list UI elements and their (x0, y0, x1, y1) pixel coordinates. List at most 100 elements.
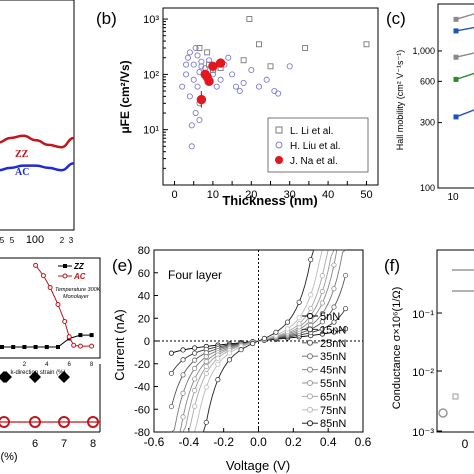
panel-e-x-tick-label: 0.0 (250, 435, 267, 449)
panel-e-legend-label: 25nN (320, 338, 346, 350)
panel-b-y-tick-label: 10³ (143, 14, 159, 26)
panel-e-x-tick-label: -0.2 (213, 435, 234, 449)
panel-b-point-li (302, 45, 309, 51)
panel-b-point-liu (248, 66, 255, 74)
panel-d-x-tick-label: 6 (68, 362, 72, 368)
panel-d-point-ac (77, 343, 83, 349)
panel-e-legend-marker (307, 353, 313, 360)
panel-c-y-axis-label: Hall mobility (cm² V⁻¹s⁻¹) (395, 50, 405, 151)
panel-e-point (331, 329, 337, 335)
panel-d-legend-marker-ac (62, 273, 68, 279)
panel-b-x-tick-label: 20 (245, 189, 257, 201)
panel-e-legend-marker (307, 313, 313, 319)
panel-b-point-li (196, 45, 203, 51)
panel-b-point-liu (236, 87, 243, 95)
panel-e-point (296, 315, 302, 321)
panel-f-frame (436, 249, 474, 433)
panel-a: ZZ AC 5 5 100 2 3 (0, 0, 75, 246)
panel-b-legend-marker (275, 126, 283, 134)
panel-d-annotation-2: Monolayer (63, 294, 90, 300)
panel-f-label: (f) (384, 256, 400, 275)
panel-a-x-tick: 2 (60, 236, 65, 245)
panel-b-point-liu (186, 93, 193, 100)
panel-e-legend-marker (307, 406, 313, 413)
panel-e-point (203, 358, 209, 364)
panel-f-x-tick-label: 0 (462, 437, 469, 451)
panel-b-point-liu (198, 63, 205, 70)
panel-e-point (180, 372, 186, 378)
panel-b-x-tick-label: 40 (322, 189, 334, 201)
panel-f-point (452, 393, 459, 400)
panel-b-point-liu (196, 116, 203, 123)
panel-e-point (250, 341, 256, 347)
panel-d-legend-zz: ZZ (73, 262, 85, 271)
panel-b-point-li (363, 41, 370, 48)
panel-e-x-tick-label: 0.2 (285, 435, 302, 449)
panel-e-x-tick-label: 0.4 (320, 435, 337, 449)
panel-b-legend-label: L. Li et al. (290, 126, 333, 137)
panel-d-point-zz (0, 345, 4, 349)
panel-e-y-tick-label: -60 (134, 404, 150, 416)
panel-e-point (168, 350, 174, 356)
panel-e-point (192, 365, 198, 372)
panel-b-legend-marker (275, 156, 283, 164)
panel-e-point (343, 306, 349, 312)
panel-b-point-liu (255, 83, 263, 90)
panel-d-point-ac (40, 273, 46, 279)
panel-e-point (296, 321, 302, 327)
panel-d-point-zz (56, 345, 60, 349)
panel-a-x-tick: 100 (26, 234, 44, 246)
panel-e-point (284, 319, 291, 325)
panel-e-x-tick-label: -0.4 (178, 435, 199, 449)
panel-b-label: (b) (96, 9, 117, 28)
panel-e-legend-marker (307, 326, 313, 333)
panel-b-point-liu (192, 109, 199, 117)
panel-d-lower-marker-diamond (29, 371, 41, 383)
panel-e-title: Four layer (168, 268, 222, 282)
panel-e-legend-marker (307, 366, 313, 373)
panel-e-point (192, 350, 198, 356)
panel-e-legend-marker (307, 393, 313, 400)
panel-d-lower-x-tick-label: 6 (32, 438, 38, 450)
panel-d-point-ac (55, 302, 61, 307)
panel-e-point (331, 262, 337, 268)
panel-e-point (319, 319, 325, 325)
panel-e-point (331, 319, 337, 325)
panel-d-point-ac (33, 262, 39, 268)
panel-b-x-axis-label: Thickness (nm) (222, 193, 317, 208)
panel-e-point (192, 376, 198, 382)
panel-b: 0 10 20 30 40 50 10¹ 10² 10³ Thickness (nm) μFE (c… (118, 7, 379, 208)
panel-b-point-liu (263, 76, 270, 83)
panel-b-y-tick-label: 10¹ (143, 125, 159, 137)
panel-d-annotation-1: Temperature 300K (55, 287, 101, 293)
panel-e-legend-marker (307, 420, 313, 427)
panel-e-point (180, 414, 186, 420)
panel-c: 1,000 600 300 100 10 Hall mobility (cm² V⁻¹s⁻… (395, 3, 474, 203)
panel-e-point (343, 272, 349, 278)
panel-e-point (203, 371, 209, 377)
panel-b-x-tick-label: 50 (360, 189, 372, 201)
panel-b-point-liu (213, 83, 220, 90)
panel-c-series-line (455, 72, 474, 81)
panel-e-x-axis-label: Voltage (V) (226, 458, 290, 473)
panel-e-y-tick-label: 40 (138, 291, 150, 303)
panel-e-y-tick-label: -20 (134, 359, 150, 371)
panel-a-zz-label: ZZ (15, 149, 29, 160)
panel-a-series-zz (0, 134, 75, 149)
panel-e-point (319, 331, 325, 337)
panel-d-lower-x-axis-label: (%) (0, 451, 17, 463)
panel-e-point (319, 326, 325, 332)
panel-e-point (215, 361, 221, 367)
panel-b-point-liu (192, 44, 199, 52)
panel-c-frame (437, 3, 474, 189)
panel-e-point (308, 257, 314, 263)
panel-e-point (203, 384, 209, 390)
panel-d-lower-marker-diamond (0, 371, 12, 383)
panel-e-point (192, 357, 198, 363)
panel-b-legend-marker (275, 141, 283, 149)
panel-e-legend-label: 85nN (320, 418, 346, 430)
panel-f-y-axis-label: Conductance σ×10⁶(1/Ω) (391, 287, 403, 410)
panel-e: -0.6 -0.4 -0.2 0.0 0.2 0.4 0.6 80 60 40 20 0 -20 -40 -… (112, 245, 372, 473)
panel-e-y-tick-label: -80 (134, 427, 150, 439)
panel-d-x-axis-label: k-direction strain (%) (10, 370, 65, 376)
